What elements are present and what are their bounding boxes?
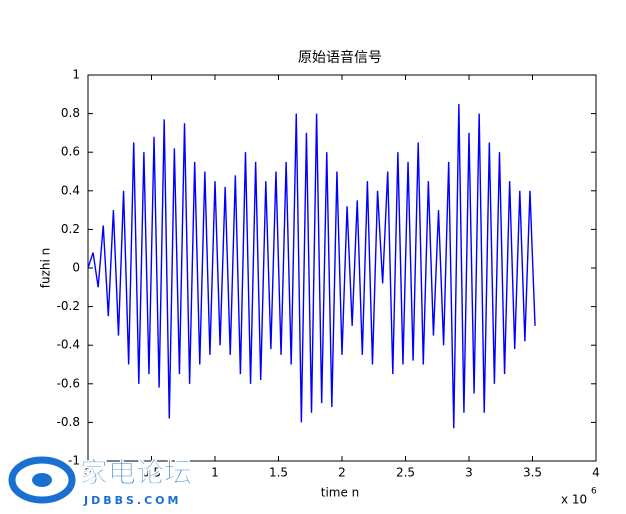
x-tick-label: 0 [84, 466, 92, 480]
x-tick-label: 2 [338, 466, 346, 480]
x-tick-label: 1.5 [269, 466, 288, 480]
x-tick-label: 4 [592, 466, 600, 480]
plot-area: 0 0.5 1 1.5 2 2.5 3 3.5 4 -1 -0.8 -0.6 -0.4 -0.2 0 0.2 0… [57, 68, 600, 480]
watermark-logo-dot [32, 473, 52, 487]
y-axis-label: fuzhi n [39, 248, 53, 289]
y-tick-label: 0.2 [61, 222, 80, 236]
y-tick-label: 0.8 [61, 106, 80, 120]
watermark-site: JDBBS.COM [83, 494, 181, 507]
y-tick-label: -0.8 [57, 415, 80, 429]
y-tick-label: 0.4 [61, 183, 80, 197]
x-tick-label: 3.5 [523, 466, 542, 480]
watermark: 家电论坛 JDBBS.COM [8, 456, 192, 507]
x-tick-label: 3 [465, 466, 473, 480]
y-tick-label: -0.4 [57, 338, 80, 352]
y-tick-label: -1 [68, 454, 80, 468]
signal-line [87, 103, 536, 429]
x-tick-label: 1 [211, 466, 219, 480]
y-tick-label: -0.6 [57, 376, 80, 390]
y-tick-label: 0.6 [61, 145, 80, 159]
x-tick-label: 2.5 [396, 466, 415, 480]
y-tick-label: 0 [72, 261, 80, 275]
y-tick-label: -0.2 [57, 299, 80, 313]
watermark-name: 家电论坛 [80, 456, 192, 489]
x-axis-label: time n [321, 486, 360, 500]
y-tick-label: 1 [72, 68, 80, 82]
chart-title: 原始语音信号 [298, 49, 382, 66]
x-tick-label: 0.5 [142, 466, 161, 480]
watermark-logo [8, 456, 76, 504]
x-multiplier-exponent: 6 [591, 487, 597, 497]
x-multiplier: x 10 [561, 493, 587, 507]
